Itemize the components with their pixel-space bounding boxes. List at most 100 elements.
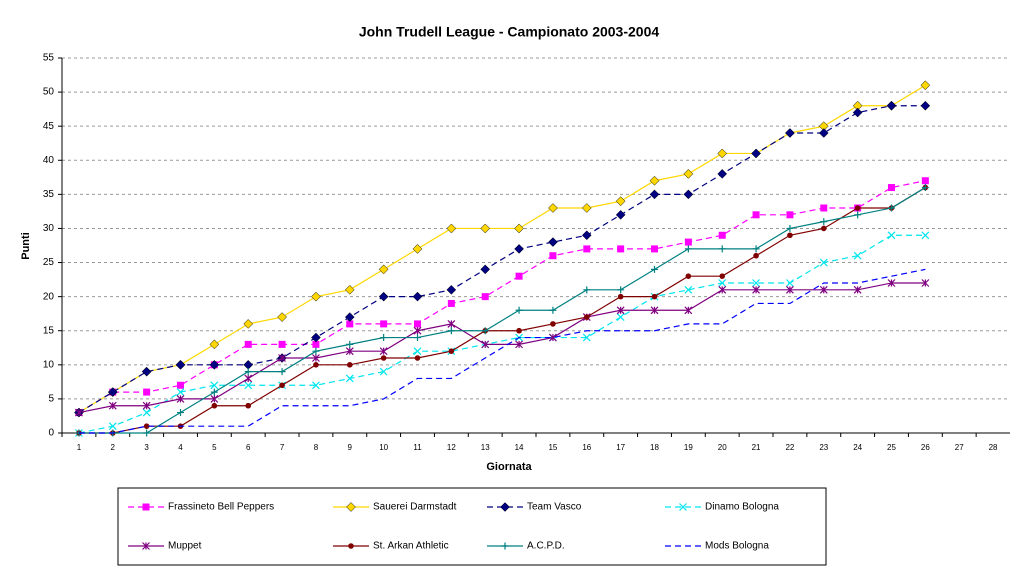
data-point [345,374,354,383]
data-point [379,347,388,356]
x-tick-label: 25 [887,443,896,452]
x-axis-label: Giornata [486,461,532,473]
data-point [344,312,355,322]
series-line [78,105,926,414]
data-point [313,362,319,368]
x-tick-label: 23 [819,443,828,452]
data-point [311,291,321,302]
data-point [312,381,320,390]
x-tick-label: 27 [955,443,964,452]
data-point [447,319,456,328]
x-tick-label: 18 [650,443,659,452]
data-point [515,272,523,280]
x-tick-label: 17 [616,443,625,452]
x-tick-label: 28 [989,443,998,452]
legend-label: Team Vasco [527,502,582,513]
data-point [549,306,557,314]
data-point [413,347,422,356]
data-point [820,225,827,232]
data-point [786,211,794,219]
data-point [583,314,590,320]
data-point [414,334,421,342]
data-point [615,209,626,220]
data-point [143,429,151,437]
data-point [583,286,591,294]
data-point [617,245,625,253]
data-point [717,148,728,159]
data-point [581,203,592,213]
series-line [78,187,926,434]
data-point [414,320,421,328]
data-point [616,306,625,315]
data-point [617,286,625,294]
legend-label: Frassineto Bell Peppers [168,502,274,513]
legend-label: Dinamo Bologna [705,502,779,513]
data-point [683,189,694,200]
data-point [752,211,760,219]
data-point [752,279,760,287]
data-point [888,204,895,212]
data-point [853,251,862,260]
data-point [312,340,320,348]
data-point [278,340,286,348]
y-tick-label: 20 [43,291,55,302]
series-line [78,187,926,434]
data-point [818,128,829,138]
data-point [787,232,793,239]
data-point [481,327,489,335]
data-point [176,394,185,403]
data-point [380,320,388,328]
x-tick-label: 16 [582,443,591,452]
x-tick-label: 4 [178,443,183,452]
data-point [718,285,727,294]
legend-marker [500,502,510,512]
x-tick-label: 21 [752,443,761,452]
data-point [209,359,220,370]
y-tick-label: 0 [48,428,54,439]
data-point [175,359,186,370]
data-point [887,279,896,287]
data-point [819,285,828,294]
data-point [481,293,489,301]
x-tick-label: 13 [481,443,490,452]
data-point [447,327,455,335]
data-point [380,334,388,342]
data-point [412,244,423,254]
data-point [549,252,557,260]
data-point [649,189,660,200]
data-point [514,223,524,234]
data-point [651,245,658,253]
data-point [685,273,692,279]
data-point [278,368,286,376]
data-point [211,402,218,409]
data-point [311,332,321,343]
data-point [346,362,353,368]
data-point [854,205,861,211]
x-tick-label: 9 [348,443,353,452]
data-point [344,284,355,295]
legend-marker [679,503,687,511]
data-point [684,245,692,253]
data-point [75,408,83,417]
data-point [753,252,759,259]
data-point [142,401,151,410]
data-point [888,184,895,192]
data-point [886,100,897,111]
legend-marker [142,542,150,550]
data-point [243,359,254,370]
data-point [820,218,828,226]
data-point [819,258,828,267]
data-point [887,231,896,240]
series-line [78,84,926,414]
data-point [312,347,320,355]
data-point [649,175,660,186]
legend-label: Mods Bologna [705,541,769,552]
data-point [718,245,726,253]
data-point [278,354,286,362]
data-point [108,401,117,410]
data-point [413,326,422,335]
series-line [78,268,926,434]
x-tick-label: 14 [515,443,524,452]
y-tick-label: 30 [43,223,55,234]
